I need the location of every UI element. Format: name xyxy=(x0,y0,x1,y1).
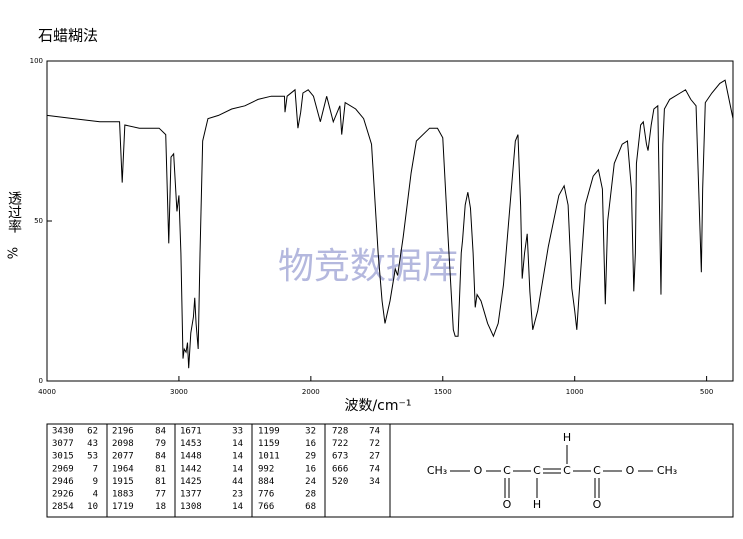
atom-label: H xyxy=(563,431,571,444)
atom-label: CH₃ xyxy=(427,464,447,477)
peak-transmittance: 44 xyxy=(232,477,243,487)
atom-label: O xyxy=(503,498,512,511)
atom-label: C xyxy=(533,464,541,477)
peak-transmittance: 33 xyxy=(232,427,243,437)
peak-transmittance: 10 xyxy=(87,502,98,512)
peak-transmittance: 27 xyxy=(369,452,380,462)
peak-transmittance: 84 xyxy=(155,452,166,462)
peak-wavenumber: 728 xyxy=(332,427,348,437)
peak-wavenumber: 776 xyxy=(258,490,274,500)
peak-transmittance: 68 xyxy=(305,502,316,512)
peak-wavenumber: 673 xyxy=(332,452,348,462)
table-dividers xyxy=(106,424,391,517)
atom-label: C xyxy=(593,464,601,477)
peak-transmittance: 14 xyxy=(232,464,243,474)
peak-transmittance: 7 xyxy=(93,464,98,474)
atom-label: O xyxy=(593,498,602,511)
peak-transmittance: 81 xyxy=(155,477,166,487)
peak-wavenumber: 884 xyxy=(258,477,274,487)
peak-transmittance: 53 xyxy=(87,452,98,462)
peak-transmittance: 43 xyxy=(87,439,98,449)
peak-wavenumber: 1915 xyxy=(112,477,134,487)
peak-wavenumber: 1425 xyxy=(180,477,202,487)
atom-label: O xyxy=(474,464,483,477)
x-tick-label: 1500 xyxy=(434,388,452,396)
peak-wavenumber: 1011 xyxy=(258,452,280,462)
peak-wavenumber: 1883 xyxy=(112,490,134,500)
peak-wavenumber: 3430 xyxy=(52,427,74,437)
peak-wavenumber: 2854 xyxy=(52,502,74,512)
x-tick-label: 500 xyxy=(700,388,713,396)
x-tick-label: 3000 xyxy=(170,388,188,396)
peak-wavenumber: 722 xyxy=(332,439,348,449)
peak-wavenumber: 1199 xyxy=(258,427,280,437)
peak-wavenumber: 3015 xyxy=(52,452,74,462)
peak-transmittance: 74 xyxy=(369,464,380,474)
peak-wavenumber: 1719 xyxy=(112,502,134,512)
peak-transmittance: 28 xyxy=(305,490,316,500)
atom-label: CH₃ xyxy=(657,464,677,477)
peak-transmittance: 72 xyxy=(369,439,380,449)
peak-wavenumber: 1671 xyxy=(180,427,202,437)
peak-transmittance: 14 xyxy=(232,439,243,449)
peak-wavenumber: 1453 xyxy=(180,439,202,449)
peak-transmittance: 77 xyxy=(155,490,166,500)
peak-wavenumber: 992 xyxy=(258,464,274,474)
structure-bonds xyxy=(450,445,653,498)
peak-transmittance: 4 xyxy=(93,490,98,500)
peak-transmittance: 18 xyxy=(155,502,166,512)
peak-wavenumber: 1377 xyxy=(180,490,202,500)
peak-transmittance: 9 xyxy=(93,477,98,487)
peak-transmittance: 14 xyxy=(232,452,243,462)
peak-wavenumber: 520 xyxy=(332,477,348,487)
peak-transmittance: 14 xyxy=(232,502,243,512)
peak-wavenumber: 2196 xyxy=(112,427,134,437)
peak-wavenumber: 1159 xyxy=(258,439,280,449)
peak-transmittance: 32 xyxy=(305,427,316,437)
y-tick-label: 50 xyxy=(34,217,43,225)
peak-transmittance: 23 xyxy=(232,490,243,500)
watermark: 物竞数据库 xyxy=(278,246,458,287)
peak-wavenumber: 2077 xyxy=(112,452,134,462)
peak-wavenumber: 1448 xyxy=(180,452,202,462)
y-tick-label: 0 xyxy=(39,377,43,385)
y-axis-label: 透过率 xyxy=(6,191,22,233)
x-tick-label: 2000 xyxy=(302,388,320,396)
peak-wavenumber: 766 xyxy=(258,502,274,512)
peak-transmittance: 74 xyxy=(369,427,380,437)
plot-frame xyxy=(46,60,734,382)
chart-title: 石蜡糊法 xyxy=(38,27,98,45)
peak-transmittance: 81 xyxy=(155,464,166,474)
peak-transmittance: 79 xyxy=(155,439,166,449)
peak-wavenumber: 1964 xyxy=(112,464,134,474)
x-tick-label: 1000 xyxy=(566,388,584,396)
peak-wavenumber: 2926 xyxy=(52,490,74,500)
peak-transmittance: 84 xyxy=(155,427,166,437)
y-axis-unit: % xyxy=(7,247,22,259)
atom-label: C xyxy=(563,464,571,477)
peak-wavenumber: 1442 xyxy=(180,464,202,474)
peak-transmittance: 62 xyxy=(87,427,98,437)
x-axis-label: 波数/cm⁻¹ xyxy=(344,398,411,414)
peak-wavenumber: 2946 xyxy=(52,477,74,487)
spectrum-line xyxy=(46,79,734,369)
peak-wavenumber: 1308 xyxy=(180,502,202,512)
peak-wavenumber: 3077 xyxy=(52,439,74,449)
peak-wavenumber: 666 xyxy=(332,464,348,474)
y-tick-label: 100 xyxy=(30,57,43,65)
atom-label: C xyxy=(503,464,511,477)
peak-transmittance: 16 xyxy=(305,464,316,474)
x-tick-label: 4000 xyxy=(38,388,56,396)
peak-transmittance: 34 xyxy=(369,477,380,487)
peak-wavenumber: 2098 xyxy=(112,439,134,449)
peak-wavenumber: 2969 xyxy=(52,464,74,474)
peak-transmittance: 16 xyxy=(305,439,316,449)
atom-label: H xyxy=(533,498,541,511)
peak-transmittance: 24 xyxy=(305,477,316,487)
atom-label: O xyxy=(626,464,635,477)
peak-transmittance: 29 xyxy=(305,452,316,462)
